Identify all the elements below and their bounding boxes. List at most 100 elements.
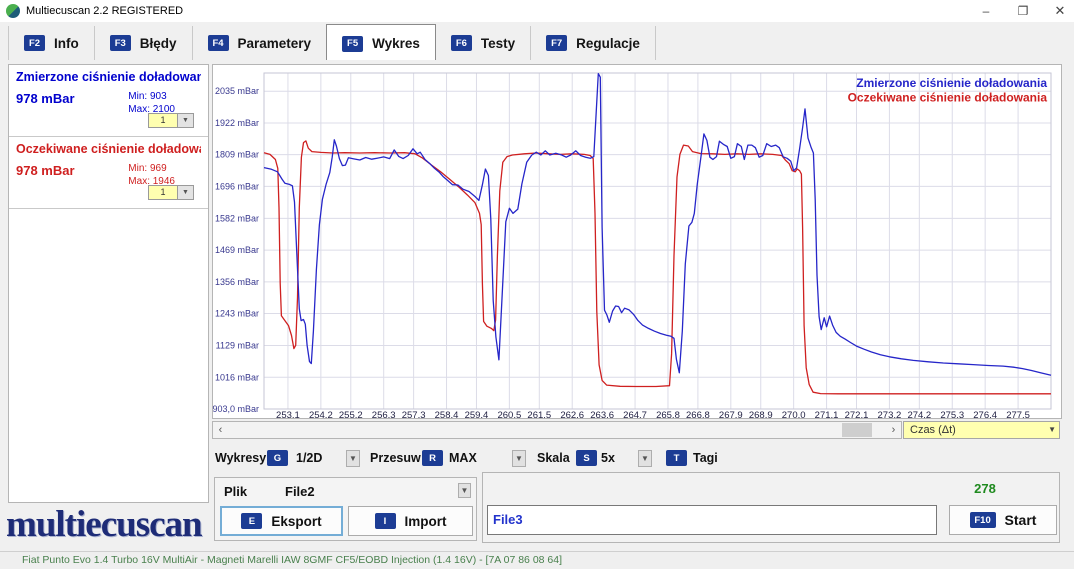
t-key-badge[interactable]: T [666, 450, 687, 466]
multiecuscan-logo: multiecuscan [6, 504, 203, 545]
series-oczekiwane [263, 140, 1051, 395]
tab-bar: F2 Info F3 Błędy F4 Parametery F5 Wykres… [0, 22, 1074, 62]
record-file-input[interactable]: File3 [487, 505, 937, 535]
legend-zmierzone: Zmierzone ciśnienie doładowania [856, 76, 1047, 90]
channel-select[interactable]: 1 ▼ [148, 113, 194, 128]
tab-label: Wykres [372, 36, 420, 51]
parameter-min: Min: 903 [128, 91, 167, 102]
wykresy-select[interactable]: 1/2D [296, 451, 323, 465]
x-tick-label: 265,8 [656, 410, 680, 418]
file-select[interactable]: File2 [285, 484, 315, 499]
i-key-badge: I [374, 513, 396, 529]
scrollbar-thumb[interactable] [842, 423, 872, 437]
record-panel: 278 File3 F10 Start [482, 472, 1060, 543]
chart-panel[interactable]: 2035 mBar 1922 mBar 1809 mBar 1696 mBar 1582… [212, 64, 1062, 421]
x-tick-label: 256,3 [372, 410, 396, 418]
channel-value[interactable]: 1 [148, 185, 178, 200]
przesuw-select[interactable]: MAX [449, 451, 477, 465]
scroll-left-icon[interactable]: ‹ [218, 424, 223, 436]
fkey-badge: F3 [109, 35, 131, 51]
parameter-min: Min: 969 [128, 163, 167, 174]
fkey-badge: F4 [207, 35, 229, 51]
plik-label: Plik [224, 484, 248, 499]
x-tick-label: 262,6 [560, 410, 584, 418]
start-label: Start [1004, 512, 1037, 528]
fkey-badge: F6 [450, 35, 472, 51]
tagi-label: Tagi [693, 451, 718, 465]
import-button[interactable]: I Import [348, 506, 473, 536]
plot-border [263, 72, 1052, 410]
s-key-badge: S [576, 450, 597, 466]
y-tick-label: 1016 mBar [215, 372, 259, 382]
start-button[interactable]: F10 Start [949, 505, 1057, 535]
chevron-down-icon[interactable]: ▼ [178, 113, 194, 128]
x-tick-label: 255,2 [339, 410, 363, 418]
chart-scrollbar[interactable]: ‹ › [212, 421, 902, 439]
tab-wykres[interactable]: F5 Wykres [326, 24, 436, 60]
x-axis-select[interactable]: Czas (Δt) ▼ [903, 421, 1060, 439]
x-tick-label: 267,9 [719, 410, 743, 418]
wykresy-label: Wykresy [215, 451, 267, 465]
chevron-down-icon[interactable]: ▼ [458, 483, 471, 498]
y-tick-label: 2035 mBar [215, 86, 259, 96]
tab-label: Info [54, 35, 79, 51]
y-tick-label: 903,0 mBar [213, 404, 259, 414]
tabs: F2 Info F3 Błędy F4 Parametery F5 Wykres… [8, 24, 656, 60]
g-key-badge: G [267, 450, 288, 466]
tab-regulacje[interactable]: F7 Regulacje [531, 26, 656, 60]
x-tick-label: 271,1 [815, 410, 839, 418]
x-tick-label: 274,2 [907, 410, 931, 418]
close-button[interactable]: ✕ [1054, 3, 1066, 18]
tab-label: Testy [480, 35, 516, 51]
f10-key-badge: F10 [969, 512, 996, 528]
x-tick-label: 268,9 [749, 410, 773, 418]
skala-label: Skala [537, 451, 570, 465]
x-tick-label: 264,7 [623, 410, 647, 418]
x-tick-label: 277,5 [1006, 410, 1030, 418]
status-bar: Fiat Punto Evo 1.4 Turbo 16V MultiAir - … [0, 551, 1074, 569]
y-tick-label: 1582 mBar [215, 213, 259, 223]
skala-select[interactable]: 5x [601, 451, 615, 465]
parameter-name: Zmierzone ciśnienie doładowania [16, 70, 201, 84]
x-tick-label: 263,6 [590, 410, 614, 418]
parameter-max: Max: 1946 [128, 175, 175, 187]
tab-bledy[interactable]: F3 Błędy [95, 26, 193, 60]
x-tick-label: 266,8 [686, 410, 710, 418]
chevron-down-icon[interactable]: ▼ [638, 450, 652, 467]
app-icon [6, 4, 20, 18]
r-key-badge: R [422, 450, 443, 466]
channel-select[interactable]: 1 ▼ [148, 185, 194, 200]
eksport-button[interactable]: E Eksport [220, 506, 343, 536]
series-zmierzone [263, 72, 1052, 376]
parameter-oczekiwane[interactable]: Oczekiwane ciśnienie doładowania 978 mBa… [9, 137, 208, 209]
przesuw-label: Przesuw [370, 451, 421, 465]
chevron-down-icon[interactable]: ▼ [346, 450, 360, 467]
tab-info[interactable]: F2 Info [9, 26, 95, 60]
x-tick-label: 253,1 [276, 410, 300, 418]
parameter-zmierzone[interactable]: Zmierzone ciśnienie doładowania 978 mBar… [9, 65, 208, 137]
tab-testy[interactable]: F6 Testy [436, 26, 532, 60]
chevron-down-icon[interactable]: ▼ [512, 450, 526, 467]
minimize-button[interactable]: – [982, 4, 990, 18]
import-label: Import [404, 513, 447, 529]
chevron-down-icon[interactable]: ▼ [178, 185, 194, 200]
x-tick-label: 272,1 [845, 410, 869, 418]
scroll-right-icon[interactable]: › [891, 424, 896, 436]
restore-button[interactable]: ❐ [1017, 4, 1029, 18]
e-key-badge: E [241, 513, 263, 529]
channel-value[interactable]: 1 [148, 113, 178, 128]
pressure-chart[interactable]: 2035 mBar 1922 mBar 1809 mBar 1696 mBar 1582… [212, 65, 1061, 421]
x-tick-label: 261,5 [527, 410, 551, 418]
tab-parametery[interactable]: F4 Parametery [193, 26, 328, 60]
fkey-badge: F5 [342, 35, 364, 52]
y-tick-label: 1696 mBar [215, 181, 259, 191]
x-tick-label: 273,2 [878, 410, 902, 418]
x-tick-label: 275,3 [940, 410, 964, 418]
tab-label: Parametery [237, 35, 312, 51]
y-tick-label: 1922 mBar [215, 118, 259, 128]
y-tick-label: 1356 mBar [215, 277, 259, 287]
file-panel: Plik File2 ▼ E Eksport I Import [214, 477, 477, 541]
x-tick-label: 257,3 [402, 410, 426, 418]
parameter-max: Max: 2100 [128, 103, 175, 115]
